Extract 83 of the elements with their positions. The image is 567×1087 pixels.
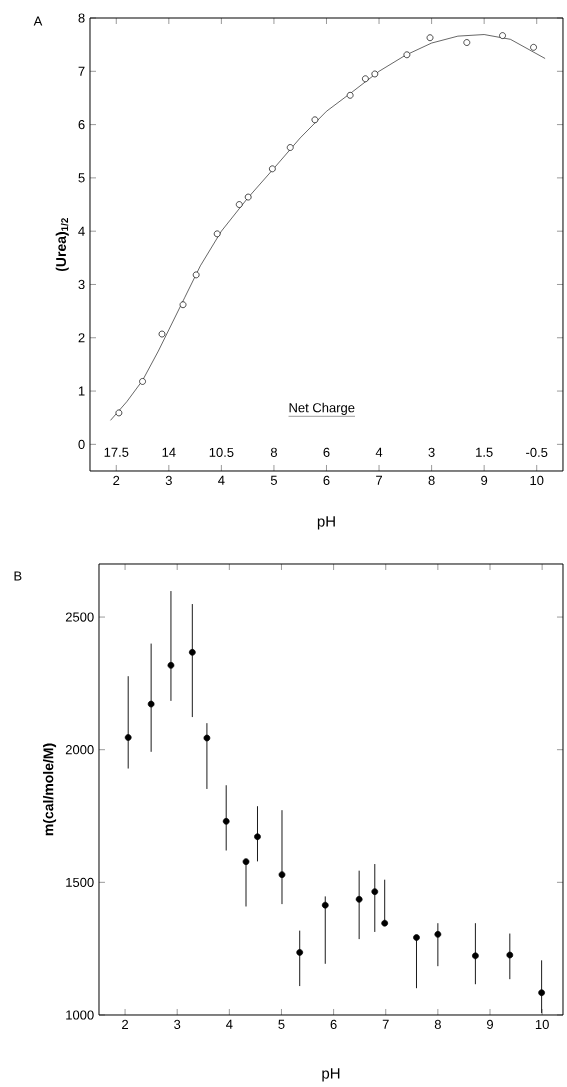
point xyxy=(244,193,252,201)
x-axis-title: pH xyxy=(322,1068,340,1082)
point xyxy=(499,32,506,39)
y-tick-label: 2 xyxy=(78,333,85,343)
point xyxy=(278,871,286,878)
annotation: Net Charge xyxy=(289,402,355,415)
annotation: 4 xyxy=(375,447,383,457)
x-tick-label: 5 xyxy=(270,475,277,485)
annotation: 8 xyxy=(270,447,277,457)
x-tick-label: 7 xyxy=(382,1019,389,1029)
point xyxy=(124,734,132,741)
point xyxy=(235,201,243,208)
chart-title: B xyxy=(14,571,22,581)
point xyxy=(506,951,514,959)
annotation: 17.5 xyxy=(104,447,129,457)
x-tick-label: 4 xyxy=(226,1019,233,1029)
point xyxy=(346,91,354,99)
point xyxy=(115,409,123,417)
x-tick-label: 2 xyxy=(122,1019,129,1029)
annotation: 6 xyxy=(323,447,330,457)
x-tick-label: 9 xyxy=(487,1019,494,1030)
y-tick-label: 1000 xyxy=(66,1010,94,1020)
y-tick-label: 2000 xyxy=(65,745,94,755)
annotation: 1.5 xyxy=(476,447,493,457)
x-tick-label: 7 xyxy=(376,475,382,485)
y-tick-label: 6 xyxy=(78,119,85,130)
y-tick-label: 3 xyxy=(78,279,85,290)
y-tick-label: 0 xyxy=(78,439,85,449)
line-series xyxy=(110,34,546,421)
y-tick-label: 8 xyxy=(78,13,85,23)
point xyxy=(269,165,276,173)
y-axis-title: (Urea)$_{1/2}$ xyxy=(55,218,69,272)
point xyxy=(192,271,200,279)
x-tick-label: 3 xyxy=(165,475,172,486)
point xyxy=(167,661,175,669)
x-tick-label: 8 xyxy=(428,475,435,486)
point xyxy=(254,833,261,841)
point xyxy=(321,901,329,909)
y-tick-label: 5 xyxy=(78,173,85,183)
point xyxy=(472,952,479,960)
point xyxy=(371,70,379,78)
point xyxy=(222,817,230,825)
point xyxy=(463,39,471,46)
point xyxy=(403,51,411,59)
point xyxy=(213,230,221,238)
point xyxy=(158,330,166,338)
x-tick-label: 2 xyxy=(113,475,120,485)
x-tick-label: 6 xyxy=(330,1019,337,1030)
point xyxy=(203,734,211,742)
x-tick-label: 3 xyxy=(174,1019,181,1030)
x-axis-title: pH xyxy=(317,516,335,530)
x-tick-label: 4 xyxy=(218,475,225,485)
point xyxy=(530,43,537,51)
annotation: 3 xyxy=(428,447,435,457)
point xyxy=(362,75,369,83)
x-tick-label: 10 xyxy=(530,475,544,486)
point xyxy=(139,378,146,385)
point xyxy=(434,930,442,938)
y-tick-label: 1500 xyxy=(66,877,94,887)
point xyxy=(538,989,545,997)
x-tick-label: 9 xyxy=(481,475,488,486)
y-axis-title: m(cal/mole/M) xyxy=(43,743,57,836)
x-tick-label: 10 xyxy=(535,1019,549,1030)
annotation: 10.5 xyxy=(209,447,234,457)
point xyxy=(188,648,196,656)
annotation: 14 xyxy=(162,447,176,457)
point xyxy=(311,116,319,124)
point xyxy=(286,144,294,151)
x-tick-label: 5 xyxy=(278,1019,285,1029)
y-tick-label: 4 xyxy=(78,226,85,236)
point xyxy=(355,895,363,903)
x-tick-label: 8 xyxy=(434,1019,441,1030)
y-tick-label: 7 xyxy=(78,66,85,76)
x-tick-label: 6 xyxy=(323,475,330,486)
point xyxy=(371,888,379,895)
point xyxy=(426,34,434,42)
point xyxy=(296,949,304,956)
annotation: -0.5 xyxy=(526,447,548,457)
point xyxy=(147,700,155,708)
y-tick-label: 1 xyxy=(78,386,85,396)
y-tick-label: 2500 xyxy=(65,612,94,622)
point xyxy=(179,301,187,309)
chart-title: A xyxy=(33,16,43,26)
